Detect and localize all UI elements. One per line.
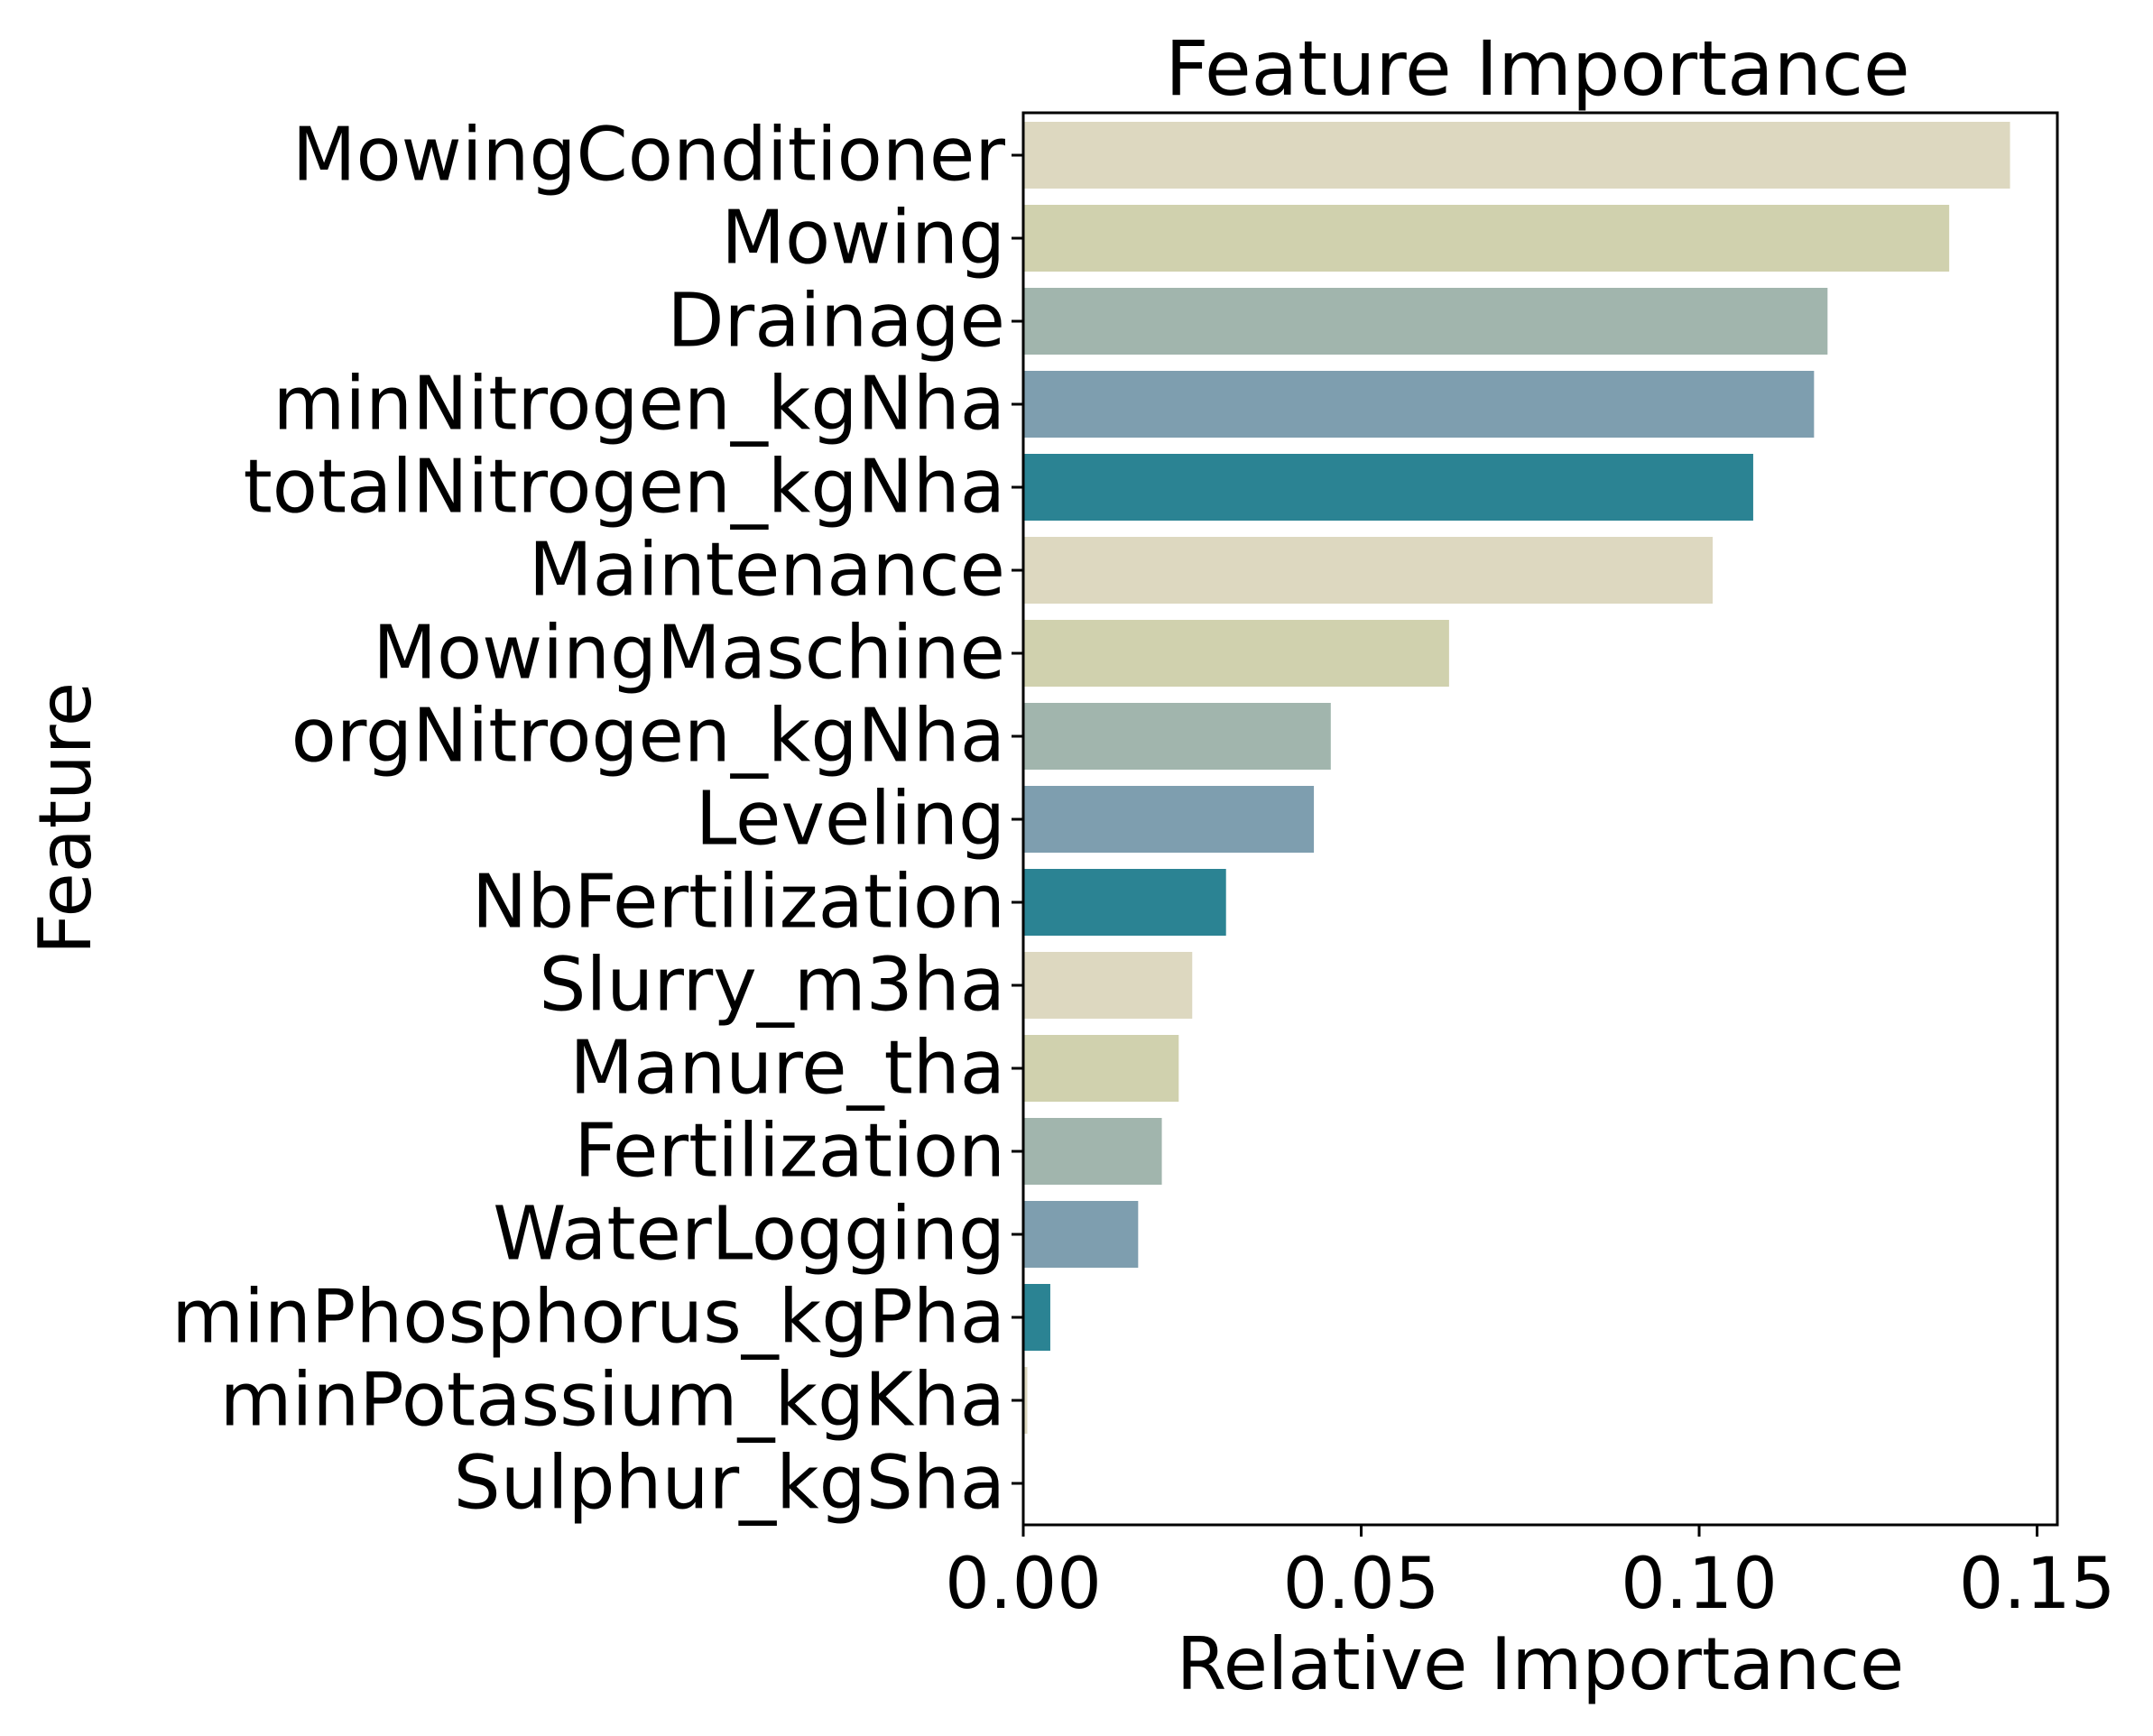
y-tick-label: Mowing [721, 196, 1005, 282]
bar-orgNitrogen_kgNha [1023, 703, 1331, 770]
bar-Drainage [1023, 288, 1828, 355]
y-tick-label: MowingConditioner [292, 113, 1006, 199]
y-tick-label: Sulphur_kgSha [454, 1441, 1005, 1527]
x-tick-label: 0.10 [1621, 1544, 1778, 1625]
y-tick-label: WaterLogging [493, 1192, 1005, 1278]
bar-Mowing [1023, 205, 1950, 272]
bar-Fertilization [1023, 1118, 1162, 1185]
bar-Leveling [1023, 786, 1315, 853]
y-tick-label: Manure_tha [569, 1026, 1005, 1112]
chart-title: Feature Importance [1165, 24, 1909, 113]
x-tick-label: 0.00 [945, 1544, 1102, 1625]
bar-totalNitrogen_kgNha [1023, 454, 1753, 521]
x-axis-ticks: 0.00 0.05 0.10 0.15 [945, 1525, 2115, 1625]
bar-minNitrogen_kgNha [1023, 371, 1815, 438]
bar-MowingConditioner [1023, 122, 2010, 189]
y-tick-label: Drainage [667, 279, 1005, 365]
y-tick-label: minNitrogen_kgNha [273, 362, 1005, 448]
bar-minPhosphorus_kgPha [1023, 1284, 1050, 1351]
y-tick-label: Fertilization [574, 1109, 1005, 1195]
y-tick-label: MowingMaschine [373, 611, 1005, 697]
bar-MowingMaschine [1023, 620, 1449, 687]
y-tick-label: Maintenance [529, 528, 1005, 614]
y-tick-label: Slurry_m3ha [539, 943, 1005, 1029]
x-axis-label: Relative Importance [1177, 1622, 1904, 1706]
y-tick-label: orgNitrogen_kgNha [291, 694, 1005, 780]
bar-minPotassium_kgKha [1023, 1367, 1028, 1434]
y-axis-label: Feature [23, 682, 107, 955]
bar-Slurry_m3ha [1023, 952, 1193, 1019]
bar-WaterLogging [1023, 1201, 1139, 1268]
y-axis-ticks: MowingConditionerMowingDrainageminNitrog… [171, 113, 1023, 1527]
bar-NbFertilization [1023, 869, 1226, 936]
y-tick-label: totalNitrogen_kgNha [244, 445, 1005, 531]
bar-Manure_tha [1023, 1035, 1179, 1102]
x-tick-label: 0.05 [1283, 1544, 1440, 1625]
x-tick-label: 0.15 [1959, 1544, 2116, 1625]
y-tick-label: minPhosphorus_kgPha [171, 1275, 1005, 1361]
bars-layer [1023, 122, 2010, 1434]
y-tick-label: NbFertilization [472, 860, 1005, 946]
y-tick-label: Leveling [696, 777, 1005, 863]
bar-Maintenance [1023, 537, 1713, 604]
plot-area-frame [1021, 111, 2059, 1527]
y-tick-label: minPotassium_kgKha [220, 1358, 1005, 1444]
